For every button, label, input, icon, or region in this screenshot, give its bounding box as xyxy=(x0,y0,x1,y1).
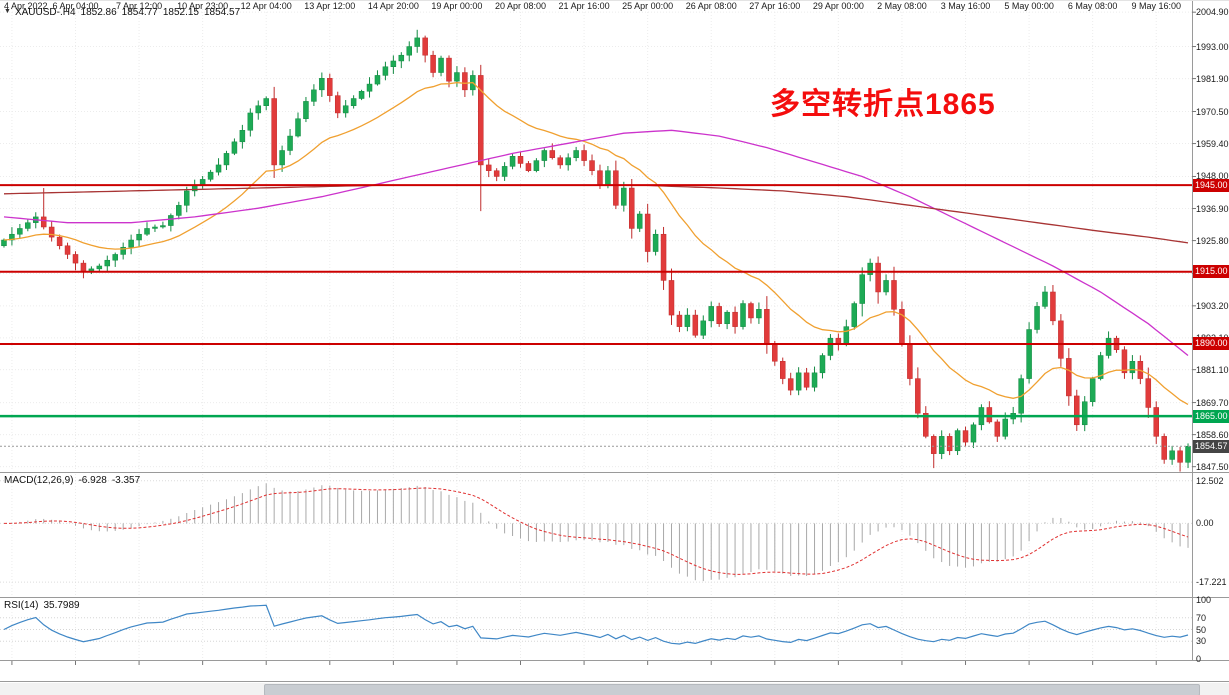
time-axis-label: 21 Apr 16:00 xyxy=(558,1,610,11)
rsi-label: RSI(14) xyxy=(4,600,39,611)
ohlc-low: 1852.15 xyxy=(162,7,199,18)
collapse-arrow-icon[interactable]: ▼ xyxy=(4,8,11,15)
time-axis-label: 9 May 16:00 xyxy=(1131,1,1181,11)
time-axis-label: 27 Apr 16:00 xyxy=(749,1,801,11)
time-axis-label: 26 Apr 08:00 xyxy=(685,1,737,11)
price-axis-label: 1869.70 xyxy=(1196,397,1229,408)
chart-header: ▼ XAUUSD-.H4 1852.86 1854.77 1852.15 1854.57 xyxy=(4,7,240,18)
price-axis-label: 1970.50 xyxy=(1196,106,1229,117)
annotation-text: 多空转折点1865 xyxy=(770,88,996,121)
time-axis-label: 3 May 16:00 xyxy=(940,1,991,11)
time-axis-label: 5 May 00:00 xyxy=(1004,1,1054,11)
time-axis-label: 14 Apr 20:00 xyxy=(367,1,419,11)
ohlc-close: 1854.57 xyxy=(203,7,241,18)
price-axis-label: 1847.50 xyxy=(1196,461,1229,472)
rsi-axis-label: 70 xyxy=(1196,612,1207,623)
time-axis-label: 12 Apr 04:00 xyxy=(240,1,292,11)
symbol-label: XAUUSD-.H4 xyxy=(14,7,76,18)
macd-axis-label: 12.502 xyxy=(1196,475,1224,486)
time-axis-label: 6 Apr 04:00 xyxy=(52,1,99,11)
macd-main-value: -6.928 xyxy=(78,475,107,486)
price-axis-label: 1981.90 xyxy=(1196,73,1229,84)
rsi-axis-label: 50 xyxy=(1196,624,1207,635)
price-axis[interactable] xyxy=(1192,1,1229,661)
price-axis-label: 1903.20 xyxy=(1196,300,1229,311)
macd-header: MACD(12,26,9) -6.928 -3.357 xyxy=(4,475,140,486)
time-axis-label: 4 Apr 2022 xyxy=(4,1,48,11)
macd-signal-value: -3.357 xyxy=(111,475,141,486)
rsi-axis-label: 0 xyxy=(1196,654,1202,664)
time-axis-label: 19 Apr 00:00 xyxy=(431,1,483,11)
current-price-tag: 1854.57 xyxy=(1193,439,1229,453)
time-axis-label: 6 May 08:00 xyxy=(1067,1,1118,11)
time-axis-label: 20 Apr 08:00 xyxy=(494,1,547,11)
horizontal-scrollbar xyxy=(0,683,1229,695)
price-tag-1915.00: 1915.00 xyxy=(1193,265,1229,279)
price-axis-label: 1858.60 xyxy=(1196,429,1229,440)
price-axis-label: 1993.00 xyxy=(1196,41,1229,52)
time-axis-label: 10 Apr 23:00 xyxy=(177,1,229,11)
price-axis-label: 1881.10 xyxy=(1196,364,1229,375)
time-axis-label: 13 Apr 12:00 xyxy=(304,1,356,11)
macd-axis-label: -17.221 xyxy=(1196,577,1227,588)
rsi-axis-label: 100 xyxy=(1196,595,1212,605)
time-axis-label: 29 Apr 00:00 xyxy=(812,1,864,11)
price-tag-1890.00: 1890.00 xyxy=(1193,337,1229,351)
macd-axis-label: 0.00 xyxy=(1196,518,1214,529)
ohlc-high: 1854.77 xyxy=(121,7,158,18)
price-tag-1945.00: 1945.00 xyxy=(1193,178,1229,192)
time-axis-label: 2 May 08:00 xyxy=(877,1,927,11)
rsi-header: RSI(14) 35.7989 xyxy=(4,600,80,611)
price-axis-label: 1959.40 xyxy=(1196,138,1229,149)
rsi-axis-label: 30 xyxy=(1196,636,1207,647)
price-tag-1865.00: 1865.00 xyxy=(1193,409,1229,423)
price-axis-label: 1936.90 xyxy=(1196,203,1229,214)
price-axis-label: 1925.80 xyxy=(1196,235,1229,246)
time-axis-label: 7 Apr 12:00 xyxy=(116,1,163,11)
scrollbar-thumb[interactable] xyxy=(264,684,1201,695)
macd-label: MACD(12,26,9) xyxy=(4,475,74,486)
time-axis[interactable] xyxy=(0,661,1192,681)
price-axis-label: 1948.00 xyxy=(1196,171,1229,182)
time-axis-label: 25 Apr 00:00 xyxy=(622,1,674,11)
rsi-value: 35.7989 xyxy=(43,600,80,611)
ohlc-open: 1852.86 xyxy=(80,7,117,18)
price-axis-label: 2004.90 xyxy=(1196,7,1229,18)
